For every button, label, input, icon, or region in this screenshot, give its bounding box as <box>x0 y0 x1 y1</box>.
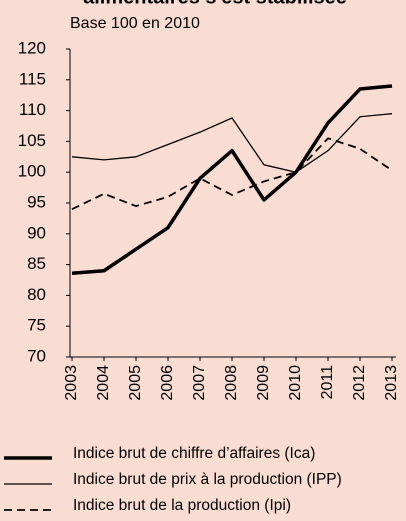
legend-label: Indice brut de chiffre d’affaires (Ica) <box>73 445 315 462</box>
x-tick-label: 2005 <box>127 365 144 401</box>
y-tick-label: 100 <box>18 162 46 181</box>
y-tick-label: 110 <box>19 100 46 119</box>
y-tick-label: 75 <box>27 316 46 335</box>
y-tick-label: 90 <box>27 223 46 242</box>
series-line <box>71 84 393 275</box>
series-line <box>71 137 393 210</box>
chart-title: alimentaires s'est stabilisée <box>83 0 347 8</box>
y-tick-label: 115 <box>19 69 46 88</box>
y-tick-label: 70 <box>27 346 46 365</box>
y-tick-label: 95 <box>27 192 46 211</box>
x-tick-label: 2008 <box>223 365 240 401</box>
y-tick-label: 120 <box>18 38 46 57</box>
x-tick-label: 2011 <box>319 365 336 400</box>
chart-subtitle: Base 100 en 2010 <box>70 15 200 32</box>
legend-label: Indice brut de la production (Ipi) <box>73 497 291 514</box>
x-tick-label: 2013 <box>383 365 400 401</box>
x-tick-label: 2006 <box>159 365 176 401</box>
x-tick-label: 2007 <box>191 365 208 401</box>
x-tick-label: 2010 <box>287 365 304 401</box>
y-tick-label: 105 <box>18 131 46 150</box>
x-tick-label: 2012 <box>351 365 368 401</box>
x-tick-label: 2009 <box>255 365 272 401</box>
series-line <box>71 113 393 173</box>
y-tick-label: 85 <box>27 254 46 273</box>
y-tick-label: 80 <box>27 285 46 304</box>
x-tick-label: 2004 <box>95 365 112 401</box>
x-tick-label: 2003 <box>63 365 80 401</box>
legend-label: Indice brut de prix à la production (IPP… <box>73 471 342 488</box>
